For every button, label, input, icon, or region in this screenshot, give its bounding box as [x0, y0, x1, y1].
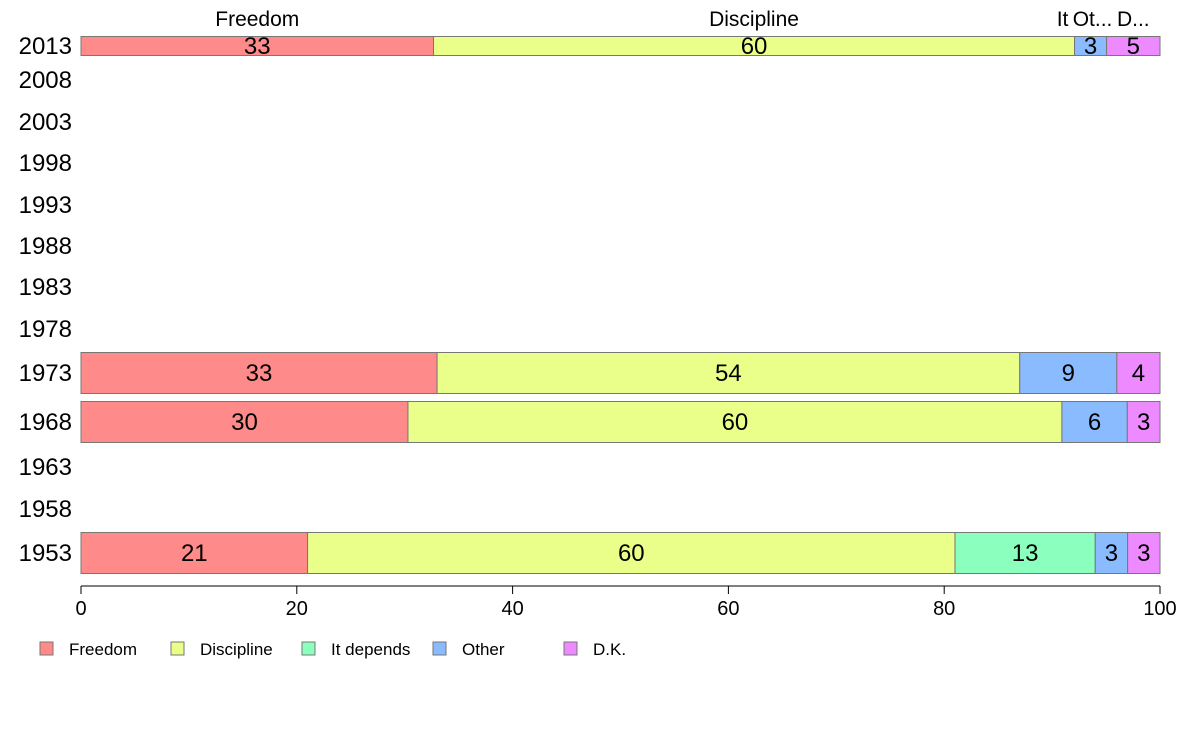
legend: Freedom Discipline It depends Other D.K. [39, 640, 626, 659]
y-tick-label-1973: 1973 [19, 360, 72, 387]
data-label-2013-freedom: 33 [244, 33, 271, 60]
top-label-discipline: Discipline [709, 8, 799, 31]
bars-area: 33 60 3 533 54 9 430 60 6 321 60 13 3 3 [80, 33, 1161, 574]
top-label-it-depends: It [1057, 8, 1069, 31]
legend-swatch-discipline [170, 641, 185, 656]
bar-1968-d-k- [1126, 401, 1161, 443]
data-label-1968-freedom: 30 [231, 409, 258, 436]
data-label-1953-discipline: 60 [618, 540, 645, 567]
bar-1968-freedom [80, 401, 409, 443]
data-label-1973-d-k-: 4 [1132, 360, 1145, 387]
data-label-1953-other: 3 [1105, 540, 1118, 567]
legend-label-it-depends: It depends [331, 640, 410, 659]
bar-1973-d-k- [1116, 352, 1161, 394]
legend-swatch-freedom [39, 641, 54, 656]
data-label-1968-other: 6 [1088, 409, 1101, 436]
legend-swatch-it-depends [301, 641, 316, 656]
bar-1953-discipline [307, 532, 956, 574]
y-tick-label-1998: 1998 [19, 150, 72, 177]
data-label-1973-freedom: 33 [246, 360, 273, 387]
data-label-1953-d-k-: 3 [1137, 540, 1150, 567]
y-tick-label-1958: 1958 [19, 496, 72, 523]
y-tick-label-1963: 1963 [19, 454, 72, 481]
bar-1973-discipline [436, 352, 1021, 394]
bar-1953-d-k- [1127, 532, 1161, 574]
y-tick-label-2013: 2013 [19, 33, 72, 60]
y-tick-label-1968: 1968 [19, 409, 72, 436]
x-tick-label-100: 100 [1143, 598, 1176, 620]
y-tick-label-1988: 1988 [19, 233, 72, 260]
data-label-1953-it-depends: 13 [1012, 540, 1039, 567]
data-label-1968-d-k-: 3 [1137, 409, 1150, 436]
bar-1953-freedom [80, 532, 309, 574]
data-label-2013-discipline: 60 [741, 33, 768, 60]
y-tick-label-1978: 1978 [19, 316, 72, 343]
legend-label-other: Other [462, 640, 505, 659]
legend-label-d-k-: D.K. [593, 640, 626, 659]
x-tick-label-80: 80 [933, 598, 955, 620]
y-tick-label-1993: 1993 [19, 192, 72, 219]
x-tick-label-20: 20 [286, 598, 308, 620]
y-tick-label-1953: 1953 [19, 540, 72, 567]
legend-swatch-other [432, 641, 447, 656]
bar-1953-it-depends [954, 532, 1096, 574]
bar-1973-other [1019, 352, 1118, 394]
top-label-d-k-: D... [1117, 8, 1150, 31]
bar-1968-discipline [407, 401, 1063, 443]
data-label-1973-discipline: 54 [715, 360, 742, 387]
legend-swatch-d-k- [563, 641, 578, 656]
data-label-2013-other: 3 [1084, 33, 1097, 60]
data-label-1973-other: 9 [1062, 360, 1075, 387]
bar-1973-freedom [80, 352, 438, 394]
data-label-1968-discipline: 60 [722, 409, 749, 436]
x-axis: 0 20 40 60 80 100 [75, 585, 1177, 620]
y-tick-label-1983: 1983 [19, 274, 72, 301]
top-label-freedom: Freedom [215, 8, 299, 31]
y-tick-label-2003: 2003 [19, 109, 72, 136]
y-tick-label-2008: 2008 [19, 67, 72, 94]
top-label-other: Ot... [1073, 8, 1113, 31]
data-label-2013-d-k-: 5 [1127, 33, 1140, 60]
y-axis-labels: 2013 2008 2003 1998 1993 1988 1983 1978 1973 1968… [19, 33, 72, 567]
x-tick-label-40: 40 [501, 598, 523, 620]
legend-label-discipline: Discipline [200, 640, 273, 659]
bar-2013-d-k- [1106, 36, 1161, 56]
x-tick-label-0: 0 [75, 598, 86, 620]
top-segment-labels: Freedom Discipline It Ot... D... [215, 8, 1149, 31]
data-label-1953-freedom: 21 [181, 540, 208, 567]
x-tick-label-60: 60 [717, 598, 739, 620]
bar-1968-other [1061, 401, 1128, 443]
legend-label-freedom: Freedom [69, 640, 137, 659]
